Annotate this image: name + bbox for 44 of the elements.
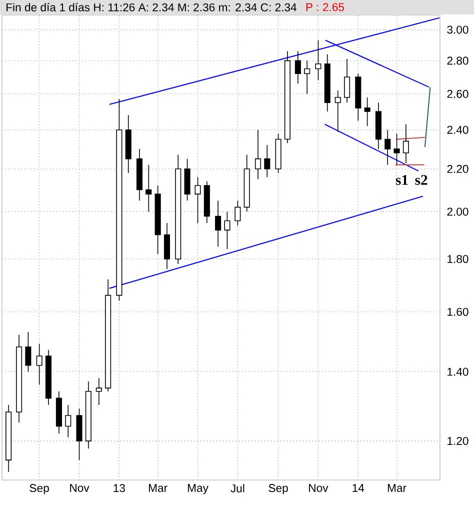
x-tick-label: 13 (114, 484, 125, 492)
y-tick-label: 1.20 (448, 436, 468, 445)
y-tick-label: 2.40 (447, 126, 468, 134)
candlestick (65, 404, 72, 438)
candlestick (234, 200, 241, 226)
x-tick-label: Nov (309, 484, 328, 492)
y-tick-label: 2.80 (447, 56, 468, 65)
y-tick-label: 2.20 (447, 164, 468, 173)
candlestick (315, 40, 322, 81)
x-tick-label: Jul (230, 484, 244, 492)
candlestick (194, 176, 201, 224)
candlestick (215, 200, 222, 248)
candlestick (334, 90, 341, 132)
candlestick (394, 133, 400, 166)
y-tick-label: 2.00 (447, 208, 468, 216)
candlestick (36, 343, 42, 386)
candlestick (96, 378, 102, 406)
candlestick (254, 129, 261, 180)
y-tick-label: 1.40 (448, 368, 468, 376)
y-tick-label: 2.60 (447, 90, 468, 98)
candlestick (25, 332, 32, 372)
x-tick-label: 14 (352, 484, 364, 492)
x-tick-label: May (188, 484, 208, 494)
candlestick (264, 144, 270, 178)
x-tick-label: Sep (268, 484, 288, 494)
candlestick (402, 124, 409, 164)
x-tick-label: Mar (388, 484, 406, 492)
y-tick-label: 1.60 (448, 308, 468, 316)
chart-subtitle: P : 2.65 (306, 3, 344, 12)
chart-title: Fin de día 1 días H: 11:26 A: 2.34 M: 2.36 m: 2.34 C: 2.34 (6, 2, 297, 12)
annotation: s1 (396, 175, 408, 185)
candlestick (384, 129, 391, 166)
candlestick (364, 96, 370, 127)
y-tick-label: 1.80 (448, 254, 468, 263)
candlestick (304, 60, 310, 94)
candlestick (344, 58, 350, 104)
x-tick-label: Nov (70, 484, 90, 492)
y-tick-label: 3.00 (447, 26, 468, 34)
candlestick (294, 50, 301, 84)
x-tick-label: Mar (148, 484, 168, 492)
candlestick (224, 211, 230, 250)
x-tick-label: Sep (30, 484, 49, 494)
candlestick (146, 164, 152, 212)
annotation: s2 (415, 175, 428, 185)
